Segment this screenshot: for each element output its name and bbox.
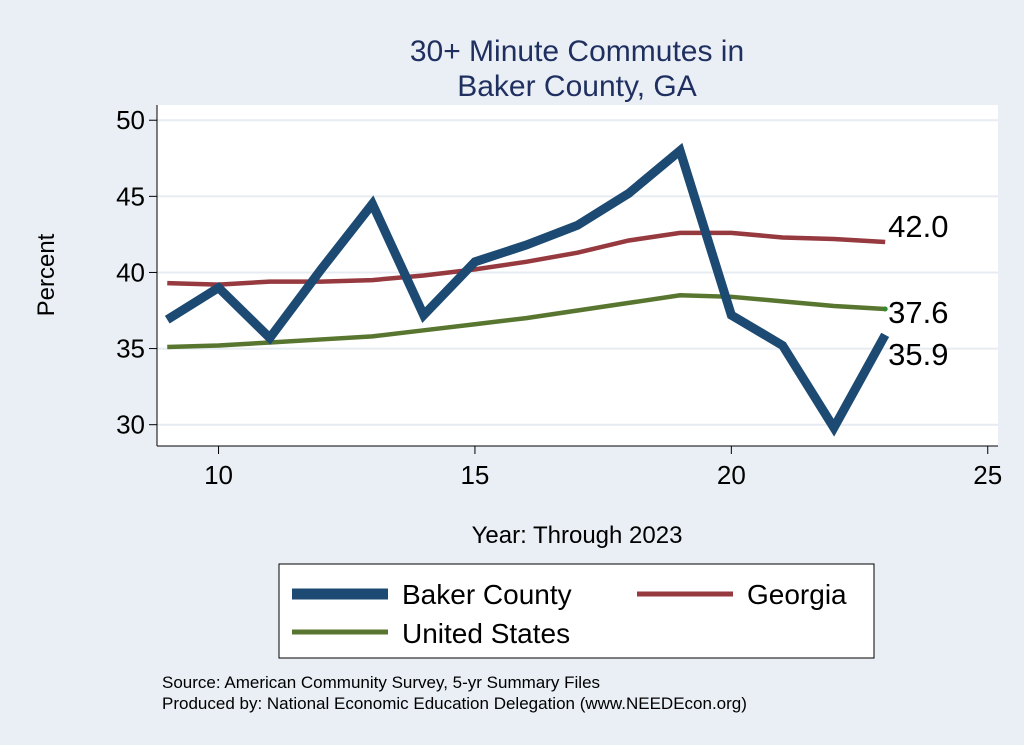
axis-ticks: 30 35 40 45 50 10 15 20 25 — [116, 105, 1002, 490]
y-tick-label: 50 — [116, 105, 145, 135]
series-lines — [164, 142, 890, 437]
x-tick-label: 20 — [717, 460, 746, 490]
x-tick-label: 15 — [460, 460, 489, 490]
y-tick-label: 30 — [116, 410, 145, 440]
chart-title-line-2: Baker County, GA — [457, 70, 697, 103]
y-tick-label: 40 — [116, 257, 145, 287]
y-tick-label: 35 — [116, 334, 145, 364]
x-axis-title: Year: Through 2023 — [472, 522, 683, 549]
series-line-united-states — [167, 293, 886, 350]
series-end-dot-united-states — [882, 306, 888, 312]
y-tick-label: 45 — [116, 181, 145, 211]
source-note: Source: American Community Survey, 5-yr … — [162, 673, 600, 692]
series-line-georgia — [167, 230, 886, 287]
x-tick-label: 10 — [204, 460, 233, 490]
legend-label-georgia: Georgia — [747, 579, 847, 610]
plot-area — [157, 105, 998, 446]
x-tick-label: 25 — [973, 460, 1002, 490]
end-labels: 35.9 42.0 37.6 — [888, 209, 948, 372]
producer-note: Produced by: National Economic Education… — [162, 694, 747, 713]
end-label-united-states: 37.6 — [888, 295, 948, 330]
chart-title-line-1: 30+ Minute Commutes in — [410, 35, 744, 68]
legend-label-united-states: United States — [402, 618, 570, 649]
end-label-baker-county: 35.9 — [888, 337, 948, 372]
end-label-georgia: 42.0 — [888, 209, 948, 244]
legend-label-baker-county: Baker County — [402, 579, 572, 610]
series-line-baker-county — [164, 142, 890, 437]
legend-box — [278, 563, 875, 659]
y-axis-title: Percent — [33, 233, 60, 316]
grid-lines — [157, 119, 998, 426]
